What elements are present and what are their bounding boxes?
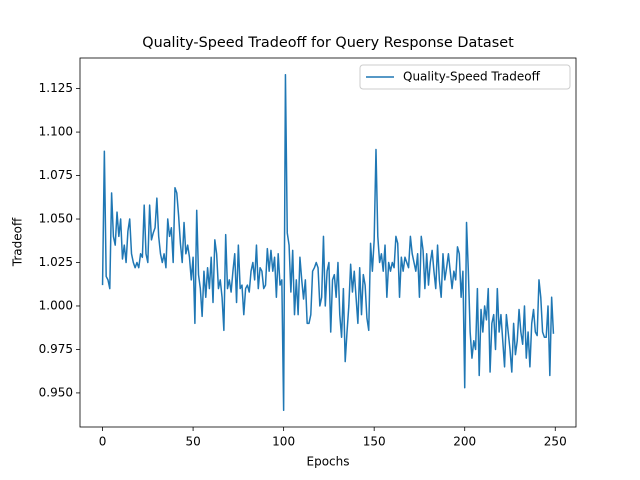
x-tick-label: 50 [185, 435, 200, 449]
legend-label: Quality-Speed Tradeoff [403, 70, 541, 84]
chart-title: Quality-Speed Tradeoff for Query Respons… [142, 35, 514, 51]
y-axis-label: Tradeoff [11, 217, 25, 267]
line-series [101, 73, 555, 412]
x-tick-label: 200 [453, 435, 476, 449]
y-tick-label: 0.975 [39, 342, 73, 356]
x-tick-label: 0 [99, 435, 107, 449]
legend-box [359, 64, 571, 90]
y-tick-label: 1.000 [39, 298, 73, 312]
y-tick-label: 1.025 [39, 255, 73, 269]
y-tick-label: 0.950 [39, 385, 73, 399]
x-tick-label: 250 [544, 435, 567, 449]
y-tick-label: 1.050 [39, 212, 73, 226]
x-tick-label: 100 [272, 435, 295, 449]
y-tick-label: 1.075 [39, 168, 73, 182]
y-tick-label: 1.125 [39, 81, 73, 95]
x-axis-label: Epochs [307, 455, 350, 469]
x-tick-label: 150 [363, 435, 386, 449]
axes-frame [79, 57, 577, 428]
y-tick-label: 1.100 [39, 125, 73, 139]
